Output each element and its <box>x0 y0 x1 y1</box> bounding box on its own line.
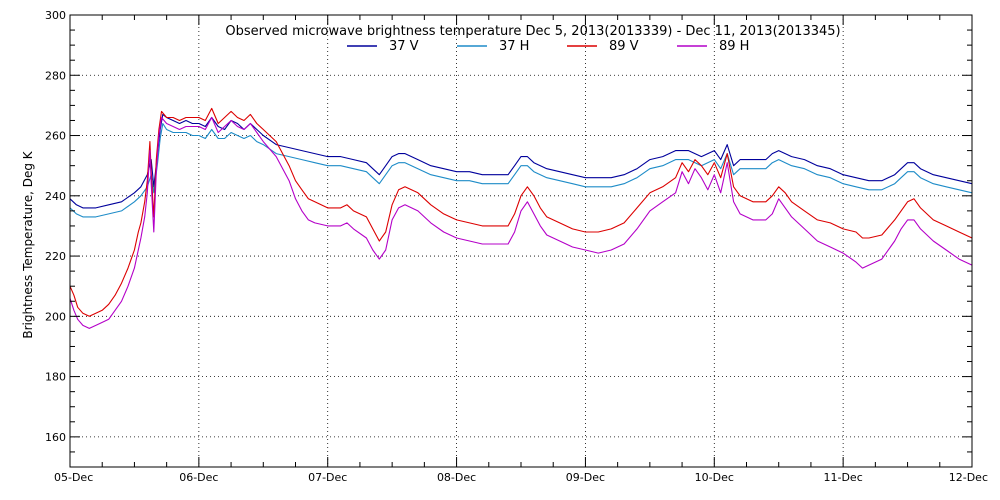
y-tick-label: 200 <box>45 310 66 323</box>
x-tick-label: 12-Dec <box>949 471 988 484</box>
x-tick-label: 08-Dec <box>437 471 476 484</box>
grid <box>70 15 972 467</box>
y-tick-label: 240 <box>45 190 66 203</box>
y-tick-label: 220 <box>45 250 66 263</box>
x-tick-label: 09-Dec <box>566 471 605 484</box>
x-tick-label: 11-Dec <box>824 471 863 484</box>
y-tick-label: 260 <box>45 130 66 143</box>
ticks: 160 180 200 220 240 260 280 300 05-Dec 06-Dec 07-D… <box>45 9 988 484</box>
chart-title: Observed microwave brightness temperatur… <box>225 24 840 39</box>
y-tick-label: 180 <box>45 371 66 384</box>
legend-label: 89 V <box>609 39 639 54</box>
y-axis-title: Brightness Temperature, Deg K <box>21 150 35 338</box>
legend-label: 37 V <box>389 39 419 54</box>
y-tick-label: 160 <box>45 431 66 444</box>
series-line-4 <box>69 116 973 329</box>
x-tick-label: 05-Dec <box>54 471 93 484</box>
series-lines <box>69 107 973 329</box>
y-tick-label: 300 <box>45 9 66 22</box>
series-line-3 <box>69 107 973 317</box>
x-tick-label: 06-Dec <box>179 471 218 484</box>
x-tick-label: 07-Dec <box>308 471 347 484</box>
x-tick-label: 10-Dec <box>695 471 734 484</box>
series-line-1 <box>69 113 973 209</box>
legend: 37 V 37 H 89 V 89 H <box>347 39 749 54</box>
legend-label: 37 H <box>499 39 529 54</box>
y-tick-label: 280 <box>45 69 66 82</box>
legend-label: 89 H <box>719 39 749 54</box>
plot-frame <box>69 14 973 468</box>
series-line-2 <box>69 122 973 218</box>
